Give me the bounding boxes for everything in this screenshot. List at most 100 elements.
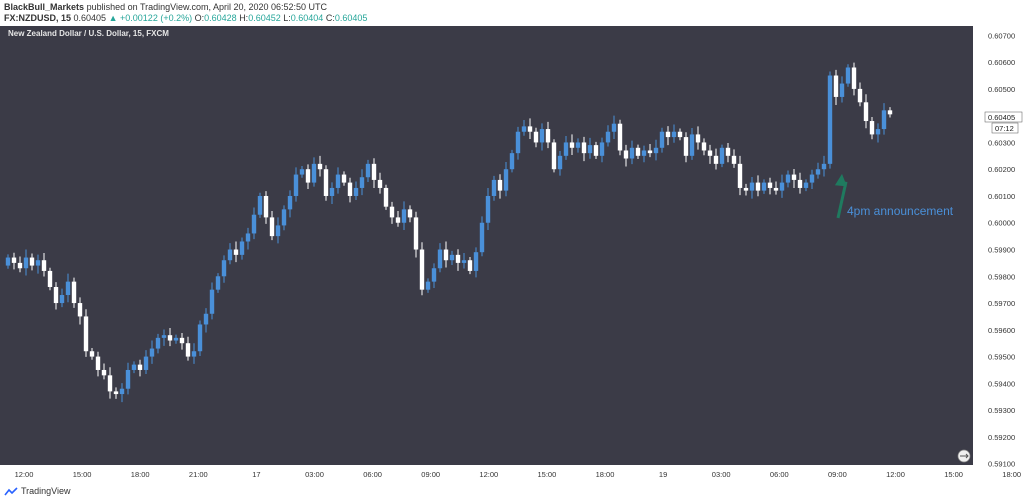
scroll-to-latest-button[interactable]	[957, 449, 971, 463]
candle-body[interactable]	[767, 182, 773, 188]
candle-body[interactable]	[605, 131, 611, 143]
candle-body[interactable]	[587, 145, 593, 154]
candle-body[interactable]	[701, 142, 707, 151]
candle-body[interactable]	[581, 142, 587, 154]
candle-body[interactable]	[617, 123, 623, 151]
candle-body[interactable]	[149, 348, 155, 357]
candle-body[interactable]	[557, 155, 563, 170]
candle-body[interactable]	[611, 123, 617, 132]
candle-body[interactable]	[251, 214, 257, 234]
candle-body[interactable]	[221, 260, 227, 277]
candle-body[interactable]	[359, 177, 365, 188]
candle-body[interactable]	[353, 187, 359, 196]
candle-body[interactable]	[551, 142, 557, 170]
candle-body[interactable]	[629, 147, 635, 159]
candle-body[interactable]	[167, 335, 173, 341]
candle-body[interactable]	[521, 126, 527, 132]
candle-body[interactable]	[599, 142, 605, 156]
candle-body[interactable]	[47, 270, 53, 287]
candle-body[interactable]	[281, 209, 287, 226]
candle-body[interactable]	[53, 286, 59, 304]
symbol-label[interactable]: FX:NZDUSD, 15	[4, 13, 72, 23]
tradingview-brand[interactable]: TradingView	[4, 486, 71, 496]
candle-body[interactable]	[761, 182, 767, 191]
candle-body[interactable]	[659, 131, 665, 148]
candle-body[interactable]	[185, 343, 191, 357]
candle-body[interactable]	[473, 252, 479, 271]
candle-body[interactable]	[395, 217, 401, 223]
candle-body[interactable]	[791, 174, 797, 180]
candle-body[interactable]	[515, 131, 521, 154]
candle-body[interactable]	[683, 137, 689, 156]
candle-body[interactable]	[179, 337, 185, 344]
candle-body[interactable]	[263, 195, 269, 218]
candle-body[interactable]	[785, 174, 791, 183]
candle-body[interactable]	[845, 67, 851, 84]
candle-body[interactable]	[719, 147, 725, 164]
candle-body[interactable]	[191, 351, 197, 357]
candle-body[interactable]	[311, 163, 317, 183]
candle-body[interactable]	[29, 257, 35, 266]
candle-body[interactable]	[863, 102, 869, 122]
candle-body[interactable]	[743, 187, 749, 191]
candle-body[interactable]	[377, 179, 383, 188]
candle-body[interactable]	[647, 150, 653, 154]
candle-body[interactable]	[197, 324, 203, 352]
candle-body[interactable]	[731, 155, 737, 164]
candle-body[interactable]	[467, 260, 473, 271]
candle-body[interactable]	[323, 169, 329, 196]
candle-body[interactable]	[503, 169, 509, 191]
candle-body[interactable]	[317, 163, 323, 170]
candle-body[interactable]	[857, 88, 863, 103]
candle-body[interactable]	[203, 313, 209, 325]
candle-body[interactable]	[131, 364, 137, 370]
candle-body[interactable]	[815, 169, 821, 175]
publisher-name[interactable]: BlackBull_Markets	[4, 2, 85, 12]
candle-body[interactable]	[275, 225, 281, 237]
candle-body[interactable]	[287, 195, 293, 210]
candle-body[interactable]	[821, 163, 827, 170]
candle-body[interactable]	[425, 281, 431, 290]
candle-body[interactable]	[419, 249, 425, 290]
candle-body[interactable]	[653, 147, 659, 154]
candle-body[interactable]	[35, 260, 41, 266]
candle-body[interactable]	[59, 295, 65, 304]
candle-body[interactable]	[575, 142, 581, 148]
candle-body[interactable]	[125, 369, 131, 389]
candle-body[interactable]	[41, 260, 47, 271]
candle-body[interactable]	[755, 182, 761, 191]
time-axis[interactable]	[0, 465, 1024, 481]
candle-body[interactable]	[407, 209, 413, 218]
candle-body[interactable]	[635, 147, 641, 156]
candle-body[interactable]	[335, 174, 341, 188]
candle-body[interactable]	[887, 110, 893, 115]
candle-body[interactable]	[491, 179, 497, 196]
candle-body[interactable]	[449, 254, 455, 261]
candle-body[interactable]	[119, 388, 125, 395]
candle-body[interactable]	[95, 356, 101, 370]
candle-body[interactable]	[383, 187, 389, 207]
candle-body[interactable]	[803, 182, 809, 188]
candle-body[interactable]	[443, 249, 449, 261]
candle-body[interactable]	[371, 163, 377, 180]
candle-body[interactable]	[833, 75, 839, 97]
candle-body[interactable]	[533, 131, 539, 143]
candle-body[interactable]	[671, 131, 677, 138]
candle-body[interactable]	[437, 249, 443, 269]
candle-body[interactable]	[479, 222, 485, 253]
candle-body[interactable]	[431, 268, 437, 282]
price-axis[interactable]	[973, 26, 1024, 465]
candle-body[interactable]	[239, 241, 245, 255]
candle-body[interactable]	[5, 257, 11, 266]
candle-body[interactable]	[881, 110, 887, 130]
candle-body[interactable]	[233, 249, 239, 255]
candle-body[interactable]	[539, 129, 545, 143]
candle-body[interactable]	[641, 150, 647, 156]
candle-body[interactable]	[11, 257, 17, 263]
candle-body[interactable]	[527, 126, 533, 132]
candle-body[interactable]	[485, 195, 491, 223]
candle-body[interactable]	[341, 174, 347, 183]
candle-body[interactable]	[107, 375, 113, 392]
candle-body[interactable]	[677, 131, 683, 138]
